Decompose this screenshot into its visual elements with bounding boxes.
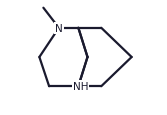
Text: NH: NH [73,82,88,91]
Text: N: N [55,24,63,33]
